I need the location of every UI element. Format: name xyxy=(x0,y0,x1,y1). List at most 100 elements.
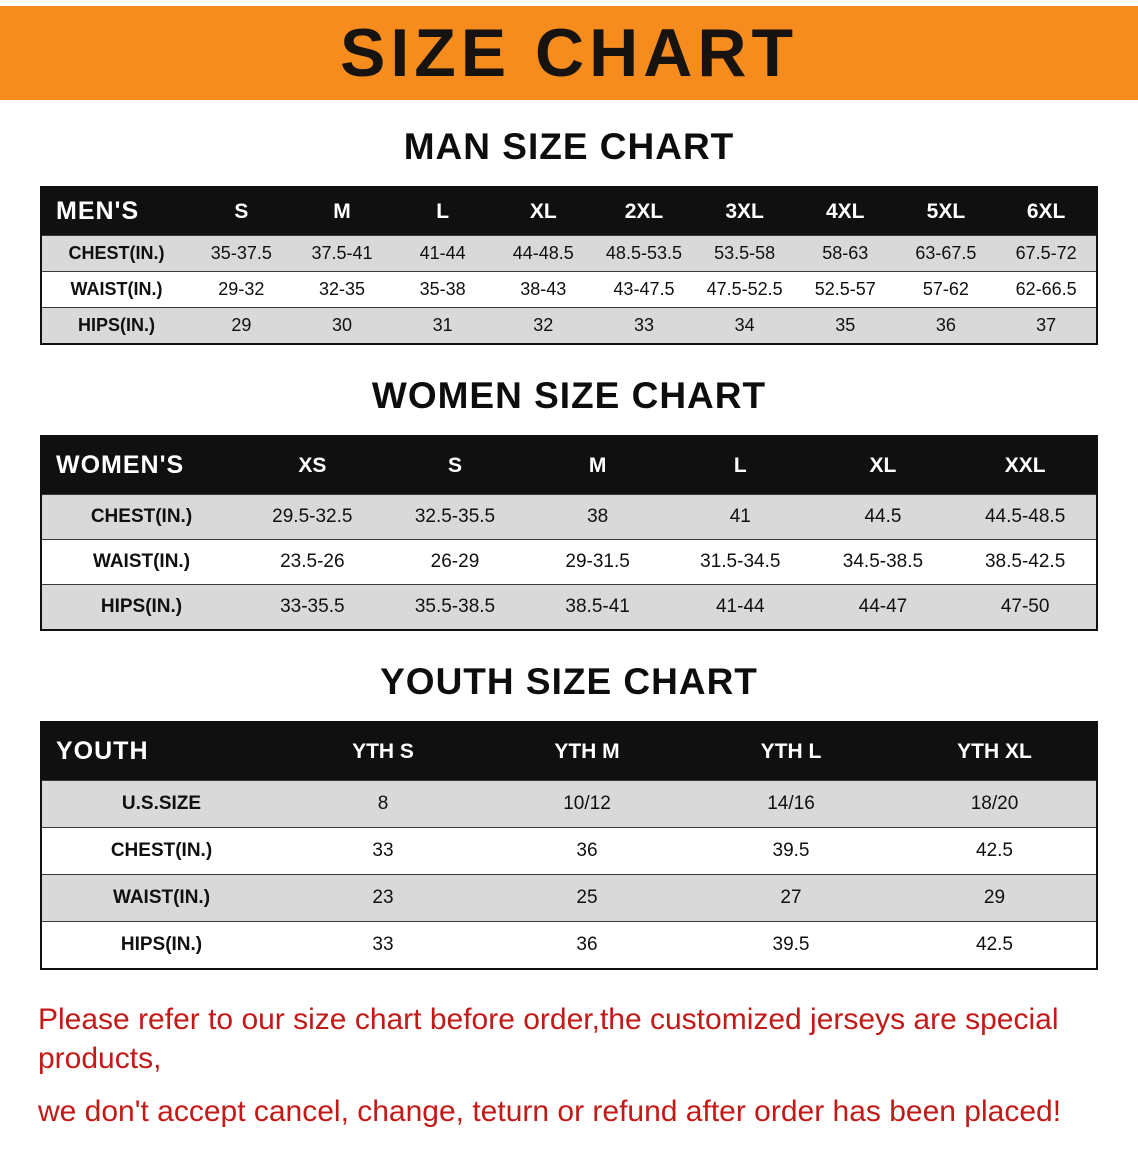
men-section-heading: MAN SIZE CHART xyxy=(403,126,735,167)
size-column-header: M xyxy=(291,187,393,236)
size-cell: 23 xyxy=(372,887,394,908)
size-cell: 10/12 xyxy=(563,793,611,814)
size-column-header: S xyxy=(383,436,527,495)
size-column-header: 2XL xyxy=(593,187,695,236)
size-column-header: YTH XL xyxy=(893,722,1097,781)
size-table: MEN'S S M L XL 2XL 3XL 4XL 5XL 6XL CHEST(IN.) 35-37… xyxy=(40,186,1098,345)
women-section-heading: WOMEN SIZE CHART xyxy=(371,375,767,416)
size-cell: 35-38 xyxy=(419,279,466,299)
table-row: WAIST(IN.) 23 25 27 29 xyxy=(41,874,1097,922)
size-cell: 44.5 xyxy=(864,506,902,527)
size-cell: 32.5-35.5 xyxy=(414,506,496,527)
row-label: U.S.SIZE xyxy=(121,793,202,814)
size-column-header: 3XL xyxy=(694,187,795,236)
size-cell: 41 xyxy=(729,506,751,527)
table-row: HIPS(IN.) 29 30 31 32 33 34 35 36 37 xyxy=(41,307,1097,344)
size-column-header: 4XL xyxy=(794,187,896,236)
size-column-header: L xyxy=(668,436,812,495)
size-cell: 30 xyxy=(331,315,352,335)
table-row: U.S.SIZE 8 10/12 14/16 18/20 xyxy=(41,780,1097,828)
size-cell: 29 xyxy=(983,887,1006,908)
table-header-row: WOMEN'S XS S M L XL XXL xyxy=(41,436,1097,495)
size-cell: 53.5-58 xyxy=(714,243,776,263)
size-cell: 32-35 xyxy=(318,279,365,299)
size-cell: 29-31.5 xyxy=(565,551,630,572)
size-cell: 35.5-38.5 xyxy=(414,596,496,617)
table-group-label: MEN'S xyxy=(41,187,191,236)
size-column-header: YTH L xyxy=(689,722,893,781)
size-cell: 27 xyxy=(780,887,802,908)
size-cell: 38-43 xyxy=(520,279,567,299)
size-cell: 34 xyxy=(734,315,755,335)
table-group-label: WOMEN'S xyxy=(41,436,241,495)
men-size-section: MAN SIZE CHART MEN'S S M L XL 2XL 3XL 4XL 5XL 6XL… xyxy=(0,126,1138,345)
table-row: WAIST(IN.) 29-32 32-35 35-38 38-43 43-47.5 47.… xyxy=(41,271,1097,308)
size-cell: 39.5 xyxy=(772,840,810,861)
table-row: CHEST(IN.) 35-37.5 37.5-41 41-44 44-48.5 48.5… xyxy=(41,235,1097,272)
size-column-header: XXL xyxy=(954,436,1097,495)
size-cell: 42.5 xyxy=(976,840,1013,861)
size-cell: 35 xyxy=(835,315,856,335)
table-header-row: MEN'S S M L XL 2XL 3XL 4XL 5XL 6XL xyxy=(41,187,1097,236)
row-label: WAIST(IN.) xyxy=(70,279,163,299)
women-size-section: WOMEN SIZE CHART WOMEN'S XS S M L XL XXL CHEST(… xyxy=(0,375,1138,631)
size-table: WOMEN'S XS S M L XL XXL CHEST(IN.) 29.5-32.5 32.5… xyxy=(40,435,1098,631)
notice-line-1: Please refer to our size chart before or… xyxy=(38,1003,1059,1075)
size-charts-main: MAN SIZE CHART MEN'S S M L XL 2XL 3XL 4XL 5XL 6XL… xyxy=(0,126,1138,970)
size-cell: 18/20 xyxy=(970,793,1019,814)
size-cell: 31.5-34.5 xyxy=(700,551,781,572)
size-cell: 26-29 xyxy=(430,551,480,572)
size-cell: 36 xyxy=(576,934,598,955)
size-column-header: XL xyxy=(492,187,594,236)
size-cell: 67.5-72 xyxy=(1015,243,1077,263)
size-table: YOUTH YTH S YTH M YTH L YTH XL U.S.SIZE 8 10/12… xyxy=(40,721,1098,970)
size-cell: 36 xyxy=(935,315,956,335)
table-row: HIPS(IN.) 33-35.5 35.5-38.5 38.5-41 41-44 44-… xyxy=(41,584,1097,630)
size-column-header: YTH S xyxy=(281,722,485,781)
women-size-table-slot: WOMEN'S XS S M L XL XXL CHEST(IN.) 29.5-32.5 32.5… xyxy=(0,435,1138,631)
size-column-header: YTH M xyxy=(485,722,689,781)
size-cell: 33 xyxy=(372,934,394,955)
size-cell: 39.5 xyxy=(772,934,810,955)
row-label: CHEST(IN.) xyxy=(68,243,165,263)
size-cell: 25 xyxy=(576,887,598,908)
size-cell: 14/16 xyxy=(767,793,815,814)
size-cell: 44.5-48.5 xyxy=(984,506,1066,527)
row-label: CHEST(IN.) xyxy=(110,840,213,861)
size-cell: 32 xyxy=(533,315,554,335)
size-cell: 35-37.5 xyxy=(210,243,272,263)
size-cell: 44-47 xyxy=(858,596,908,617)
size-cell: 34.5-38.5 xyxy=(842,551,924,572)
size-cell: 42.5 xyxy=(976,934,1013,955)
size-cell: 33 xyxy=(633,315,654,335)
size-column-header: XL xyxy=(811,436,955,495)
row-label: HIPS(IN.) xyxy=(100,596,183,617)
size-cell: 57-62 xyxy=(922,279,969,299)
youth-size-section: YOUTH SIZE CHART YOUTH YTH S YTH M YTH L YTH… xyxy=(0,661,1138,970)
size-cell: 38.5-41 xyxy=(565,596,630,617)
table-row: HIPS(IN.) 33 36 39.5 42.5 xyxy=(41,921,1097,969)
size-cell: 29-32 xyxy=(218,279,265,299)
size-cell: 63-67.5 xyxy=(915,243,977,263)
table-row: CHEST(IN.) 29.5-32.5 32.5-35.5 38 41 44.5 44.5… xyxy=(41,494,1097,540)
size-cell: 29 xyxy=(231,315,252,335)
table-row: CHEST(IN.) 33 36 39.5 42.5 xyxy=(41,827,1097,875)
banner: SIZE CHART xyxy=(0,6,1138,100)
men-size-table-slot: MEN'S S M L XL 2XL 3XL 4XL 5XL 6XL CHEST(IN.) 35-37… xyxy=(0,186,1138,345)
size-cell: 36 xyxy=(576,840,598,861)
size-column-header: L xyxy=(392,187,493,236)
row-label: HIPS(IN.) xyxy=(120,934,203,955)
size-column-header: 6XL xyxy=(996,187,1097,236)
row-label: CHEST(IN.) xyxy=(90,506,193,527)
size-cell: 41-44 xyxy=(419,243,466,263)
size-cell: 44-48.5 xyxy=(512,243,574,263)
size-cell: 58-63 xyxy=(822,243,869,263)
banner-title: SIZE CHART xyxy=(340,15,798,91)
order-notice: Please refer to our size chart before or… xyxy=(38,1000,1100,1131)
size-chart-page: SIZE CHART MAN SIZE CHART MEN'S S M L XL 2XL 3… xyxy=(0,6,1138,1155)
size-cell: 23.5-26 xyxy=(280,551,345,572)
size-cell: 31 xyxy=(432,315,453,335)
size-cell: 62-66.5 xyxy=(1015,279,1077,299)
youth-size-table-slot: YOUTH YTH S YTH M YTH L YTH XL U.S.SIZE 8 10/12… xyxy=(0,721,1138,970)
size-column-header: XS xyxy=(241,436,384,495)
